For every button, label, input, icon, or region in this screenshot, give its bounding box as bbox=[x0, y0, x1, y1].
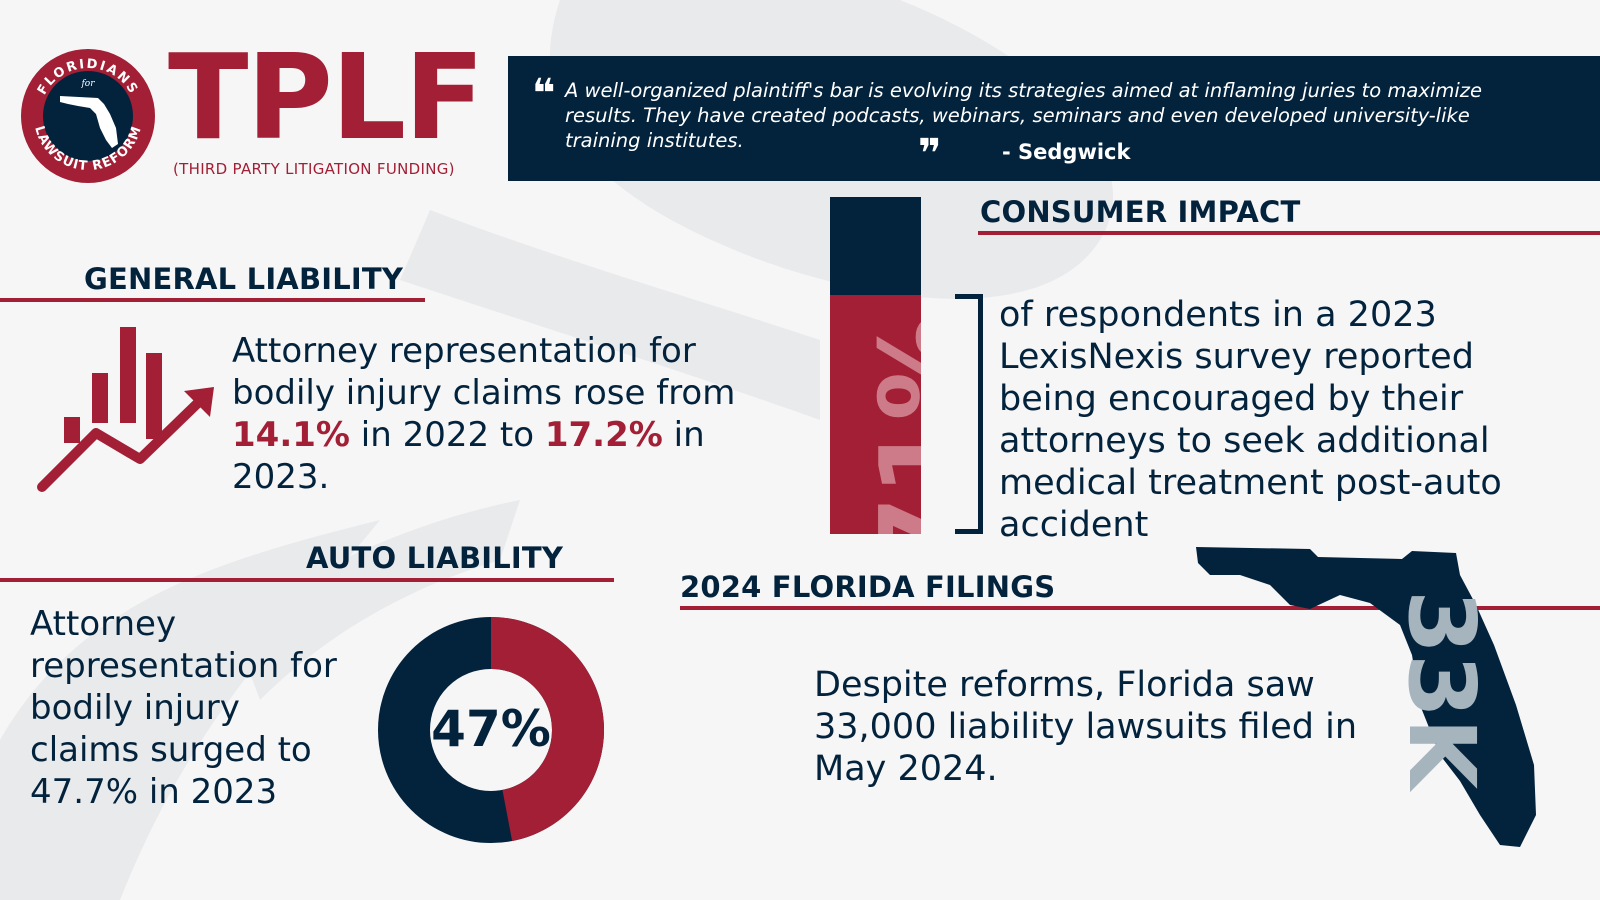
divider bbox=[978, 231, 1600, 235]
page-title: TPLF bbox=[168, 28, 485, 166]
bar-label: 71% bbox=[858, 312, 921, 534]
quote-text: A well-organized plaintiff's bar is evol… bbox=[565, 79, 1482, 152]
bar-fill bbox=[830, 294, 921, 534]
text: in 2022 to bbox=[349, 415, 545, 455]
value-2022: 14.1% bbox=[232, 415, 350, 455]
florida-filings-heading: 2024 FLORIDA FILINGS bbox=[680, 570, 1056, 604]
florida-map: 33K bbox=[1196, 547, 1536, 847]
map-label: 33K bbox=[1388, 590, 1495, 793]
growth-chart-icon bbox=[37, 327, 214, 492]
text: Attorney representation for bodily injur… bbox=[232, 331, 736, 413]
consumer-impact-heading: CONSUMER IMPACT bbox=[980, 195, 1301, 229]
donut-label: 47% bbox=[431, 700, 551, 758]
page-subtitle: (THIRD PARTY LITIGATION FUNDING) bbox=[173, 160, 455, 178]
svg-text:for: for bbox=[80, 79, 95, 89]
divider bbox=[680, 606, 1600, 610]
general-liability-text: Attorney representation for bodily injur… bbox=[232, 330, 752, 498]
auto-liability-donut bbox=[378, 617, 604, 843]
consumer-impact-bar: 71% bbox=[830, 197, 921, 534]
text: in 2023. bbox=[232, 415, 705, 497]
donut-value-arc bbox=[490, 617, 604, 841]
close-quote-icon: ❞ bbox=[918, 131, 942, 177]
divider bbox=[0, 578, 614, 582]
quote-banner: ❝ A well-organized plaintiff's bar is ev… bbox=[508, 56, 1600, 181]
consumer-impact-text: of respondents in a 2023 LexisNexis surv… bbox=[999, 295, 1502, 545]
bracket bbox=[955, 294, 983, 534]
divider bbox=[0, 298, 425, 302]
value-2023: 17.2% bbox=[544, 415, 663, 455]
auto-liability-heading: AUTO LIABILITY bbox=[306, 541, 564, 575]
general-liability-heading: GENERAL LIABILITY bbox=[84, 262, 404, 296]
auto-liability-text: Attorney representation for bodily injur… bbox=[30, 604, 337, 812]
quote-author: - Sedgwick bbox=[1002, 140, 1131, 164]
open-quote-icon: ❝ bbox=[532, 71, 556, 117]
florida-filings-text: Despite reforms, Florida saw 33,000 liab… bbox=[814, 665, 1358, 789]
floridians-for-lawsuit-reform-logo: FLORIDIANS LAWSUIT REFORM for bbox=[21, 49, 155, 183]
